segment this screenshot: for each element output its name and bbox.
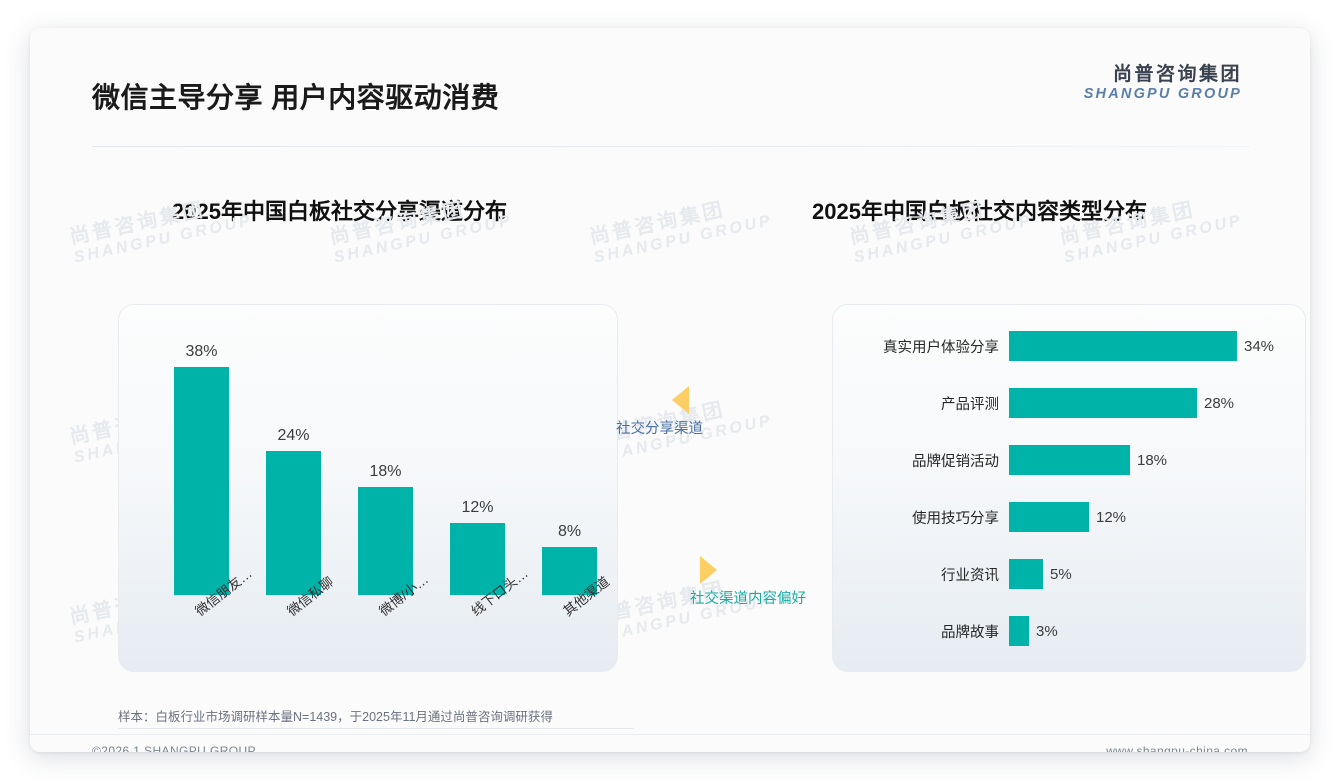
- bar-value-label: 18%: [369, 463, 402, 480]
- bar-value-label: 18%: [1137, 451, 1168, 469]
- bar[interactable]: [1009, 502, 1089, 532]
- bar-value-label: 38%: [185, 343, 218, 360]
- header-divider: [92, 146, 1250, 147]
- bar-group: 38% 微信朋友…: [174, 343, 255, 619]
- logo-english-text: SHANGPU GROUP: [1083, 85, 1242, 102]
- bar-row: 使用技巧分享 12%: [833, 502, 1305, 532]
- logo-chinese-text: 尚普咨询集团: [1112, 64, 1242, 85]
- bar-value-label: 34%: [1244, 337, 1275, 355]
- bar[interactable]: [358, 487, 413, 595]
- annotation-social-share-channel: 社交分享渠道: [616, 386, 703, 438]
- bar-value-label: 5%: [1050, 565, 1072, 583]
- bar-value-label: 12%: [461, 499, 494, 516]
- bar-row: 品牌促销活动 18%: [833, 445, 1305, 475]
- vertical-bar-chart: 38% 微信朋友… 24% 微信私聊 18% 微博/小… 12% 线下口头… 8% 其他渠道: [119, 305, 617, 671]
- bar[interactable]: [542, 547, 597, 595]
- chart-title-left: 2025年中国白板社交分享渠道分布: [172, 199, 507, 224]
- slide-canvas: 微信主导分享 用户内容驱动消费 尚普咨询集团 SHANGPU GROUP 202…: [30, 28, 1310, 752]
- bar[interactable]: [450, 523, 505, 595]
- bar-category-label: 使用技巧分享: [912, 510, 999, 527]
- bar-category-label: 品牌故事: [941, 624, 999, 641]
- slide-header: 微信主导分享 用户内容驱动消费 尚普咨询集团 SHANGPU GROUP: [30, 28, 1310, 147]
- chart-title-right: 2025年中国白板社交内容类型分布: [812, 199, 1147, 224]
- bar-category-label: 真实用户体验分享: [883, 339, 999, 356]
- bar-value-label: 28%: [1204, 394, 1235, 412]
- bar-group: 18% 微博/小…: [358, 463, 431, 619]
- bar-value-label: 12%: [1096, 508, 1127, 526]
- bar-group: 12% 线下口头…: [450, 499, 531, 619]
- sample-note-divider: [118, 728, 634, 729]
- bar-row: 行业资讯 5%: [833, 559, 1305, 589]
- brand-logo: 尚普咨询集团 SHANGPU GROUP: [1084, 64, 1242, 103]
- bar-row: 产品评测 28%: [833, 388, 1305, 418]
- bar-category-label: 行业资讯: [941, 567, 999, 584]
- bar[interactable]: [1009, 388, 1197, 418]
- bar[interactable]: [174, 367, 229, 595]
- triangle-right-icon: [700, 556, 717, 584]
- chart-card-left: 38% 微信朋友… 24% 微信私聊 18% 微博/小… 12% 线下口头… 8% 其他渠道: [118, 304, 618, 672]
- bar-group: 8% 其他渠道: [542, 523, 612, 619]
- bar-value-label: 3%: [1036, 622, 1058, 640]
- page-title: 微信主导分享 用户内容驱动消费: [92, 82, 500, 113]
- triangle-left-icon: [672, 386, 689, 414]
- bar[interactable]: [1009, 616, 1029, 646]
- footer-copyright: ©2026.1 SHANGPU GROUP: [92, 744, 256, 752]
- sample-note: 样本：白板行业市场调研样本量N=1439，于2025年11月通过尚普咨询调研获得: [118, 710, 553, 724]
- annotation-right-label: 社交渠道内容偏好: [690, 591, 806, 607]
- bar-group: 24% 微信私聊: [266, 427, 336, 619]
- bar-row: 品牌故事 3%: [833, 616, 1305, 646]
- bar-value-label: 24%: [277, 427, 310, 444]
- bar[interactable]: [266, 451, 321, 595]
- annotation-content-preference: 社交渠道内容偏好: [690, 556, 806, 608]
- bar-row: 真实用户体验分享 34%: [833, 331, 1305, 361]
- footer-divider: [30, 734, 1310, 735]
- annotation-left-label: 社交分享渠道: [616, 421, 703, 437]
- bar-category-label: 品牌促销活动: [912, 453, 999, 470]
- bar-category-label: 产品评测: [941, 396, 999, 413]
- bar[interactable]: [1009, 445, 1130, 475]
- horizontal-bar-chart: 真实用户体验分享 34% 产品评测 28% 品牌促销活动 18% 使用技巧分享 12% 行业资讯…: [833, 305, 1305, 671]
- chart-card-right: 真实用户体验分享 34% 产品评测 28% 品牌促销活动 18% 使用技巧分享 12% 行业资讯…: [832, 304, 1306, 672]
- bar-value-label: 8%: [557, 523, 582, 540]
- bar[interactable]: [1009, 331, 1237, 361]
- bar[interactable]: [1009, 559, 1043, 589]
- footer-website[interactable]: www.shangpu-china.com: [1106, 744, 1248, 752]
